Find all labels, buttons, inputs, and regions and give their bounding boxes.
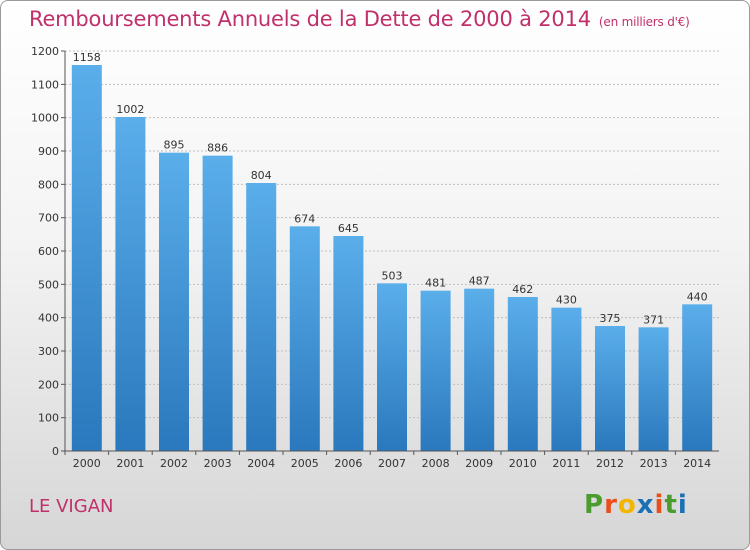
x-tick-label-2000: 2000 <box>73 457 101 470</box>
y-tick-label-600: 600 <box>38 245 59 258</box>
x-tick-label-2009: 2009 <box>465 457 493 470</box>
chart-unit-label: (en milliers d'€) <box>598 15 690 29</box>
bars <box>71 65 713 451</box>
bar-2002 <box>159 152 189 451</box>
bar-2009 <box>464 288 495 451</box>
value-label-2008: 481 <box>425 277 446 290</box>
bar-2012 <box>595 326 625 451</box>
bar-2005 <box>289 226 320 451</box>
x-tick-label-2012: 2012 <box>596 457 624 470</box>
bar-2010 <box>507 297 538 451</box>
value-label-2011: 430 <box>556 294 577 307</box>
x-tick-label-2001: 2001 <box>116 457 144 470</box>
bar-2003 <box>202 155 233 451</box>
value-label-2006: 645 <box>338 222 359 235</box>
value-label-2014: 440 <box>687 290 708 303</box>
y-tick-label-200: 200 <box>38 378 59 391</box>
value-label-2003: 886 <box>207 142 228 155</box>
y-tick-label-0: 0 <box>52 445 59 458</box>
value-label-2010: 462 <box>512 283 533 296</box>
y-axis-ticks: 0 100 200 300 400 500 600 700 800 900 1000 1100 1200 <box>31 45 65 458</box>
y-tick-label-800: 800 <box>38 178 59 191</box>
value-label-2009: 487 <box>469 275 490 288</box>
logo-letter-6: i <box>677 490 688 520</box>
x-tick-label-2006: 2006 <box>334 457 362 470</box>
logo-letter-3: x <box>636 490 655 520</box>
x-tick-label-2008: 2008 <box>422 457 450 470</box>
value-label-2002: 895 <box>164 139 185 152</box>
chart-title-text: Remboursements Annuels de la Dette de 20… <box>29 7 591 31</box>
value-label-2001: 1002 <box>116 103 144 116</box>
bar-2011 <box>551 307 582 451</box>
y-tick-label-1100: 1100 <box>31 78 59 91</box>
y-tick-label-400: 400 <box>38 312 59 325</box>
value-label-2000: 1158 <box>73 51 101 64</box>
commune-name: LE VIGAN <box>29 496 114 517</box>
bar-2004 <box>246 183 277 451</box>
value-label-2012: 375 <box>600 312 621 325</box>
y-tick-label-300: 300 <box>38 345 59 358</box>
value-label-2004: 804 <box>251 169 272 182</box>
x-axis-ticks: 2000 2001 2002 2003 2004 2005 2006 2007 2008 2009… <box>64 451 711 470</box>
y-tick-label-1200: 1200 <box>31 45 59 58</box>
x-tick-label-2007: 2007 <box>378 457 406 470</box>
x-tick-label-2004: 2004 <box>247 457 275 470</box>
value-label-2005: 674 <box>294 212 315 225</box>
logo-letter-2: o <box>617 490 637 520</box>
chart-title: Remboursements Annuels de la Dette de 20… <box>29 7 690 31</box>
y-tick-label-700: 700 <box>38 212 59 225</box>
x-tick-label-2010: 2010 <box>509 457 537 470</box>
bar-chart: 0 100 200 300 400 500 600 700 800 900 1000 1100 1200… <box>31 45 719 470</box>
value-label-2013: 371 <box>643 313 664 326</box>
value-label-2007: 503 <box>382 269 403 282</box>
value-labels: 1158 1002 895 886 804 674 645 503 481 487 462 430 37… <box>73 51 708 326</box>
y-tick-label-900: 900 <box>38 145 59 158</box>
y-tick-label-100: 100 <box>38 412 59 425</box>
x-tick-label-2014: 2014 <box>683 457 711 470</box>
x-tick-label-2005: 2005 <box>291 457 319 470</box>
bar-2006 <box>333 236 364 451</box>
bar-2000 <box>71 65 102 451</box>
logo-letter-1: r <box>604 490 618 520</box>
x-tick-label-2002: 2002 <box>160 457 188 470</box>
bar-2001 <box>115 117 146 451</box>
y-tick-label-1000: 1000 <box>31 112 59 125</box>
x-tick-label-2003: 2003 <box>204 457 232 470</box>
logo-letter-5: t <box>664 490 678 520</box>
bar-2013 <box>638 327 669 451</box>
x-tick-label-2011: 2011 <box>552 457 580 470</box>
bar-2008 <box>420 290 451 451</box>
proxiti-logo: Proxiti <box>584 490 688 520</box>
bar-2007 <box>377 283 407 451</box>
x-tick-label-2013: 2013 <box>640 457 668 470</box>
y-tick-label-500: 500 <box>38 278 59 291</box>
bar-2014 <box>682 304 713 451</box>
logo-letter-0: P <box>584 490 605 520</box>
logo-letter-4: i <box>654 490 665 520</box>
